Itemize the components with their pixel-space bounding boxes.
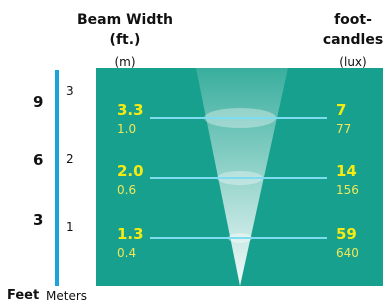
lux: 640: [336, 246, 359, 260]
footcandles-title: foot-candles: [318, 10, 388, 50]
diagram: Beam Width (ft.) (m) foot-candles (lux) …: [0, 0, 391, 306]
meters-mark: 3: [66, 84, 74, 98]
meters-mark: 2: [66, 152, 74, 166]
lux-unit: (lux): [318, 55, 388, 69]
beam-width-ft: 1.3: [117, 225, 144, 243]
height-bar: [55, 70, 59, 286]
meters-label: Meters: [46, 289, 87, 303]
footcandles: 59: [336, 225, 357, 243]
meters-mark: 1: [66, 220, 74, 234]
footcandles: 14: [336, 162, 357, 180]
beam-width-m: 1.0: [117, 122, 136, 136]
feet-mark: 6: [33, 151, 43, 169]
beam-width-ft: 2.0: [117, 162, 144, 180]
beam-width-m: 0.4: [117, 246, 136, 260]
beam-width-title: Beam Width (ft.): [70, 10, 180, 50]
feet-mark: 9: [33, 93, 43, 111]
footcandles: 7: [336, 101, 346, 119]
lux: 77: [336, 122, 351, 136]
beam-width-ft: 3.3: [117, 101, 144, 119]
lux: 156: [336, 183, 359, 197]
beam-width-m: 0.6: [117, 183, 136, 197]
feet-label: Feet: [7, 288, 39, 303]
feet-mark: 3: [33, 211, 43, 229]
beam-width-unit: (m): [70, 55, 180, 69]
